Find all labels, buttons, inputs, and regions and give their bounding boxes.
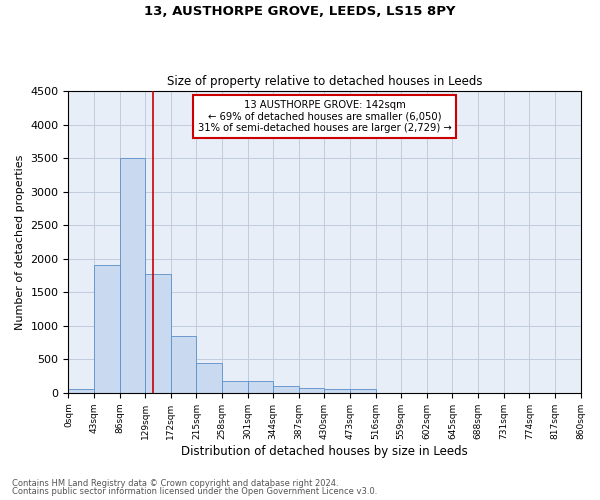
Title: Size of property relative to detached houses in Leeds: Size of property relative to detached ho… <box>167 76 482 88</box>
Text: Contains HM Land Registry data © Crown copyright and database right 2024.: Contains HM Land Registry data © Crown c… <box>12 478 338 488</box>
Y-axis label: Number of detached properties: Number of detached properties <box>15 154 25 330</box>
Text: 13 AUSTHORPE GROVE: 142sqm
← 69% of detached houses are smaller (6,050)
31% of s: 13 AUSTHORPE GROVE: 142sqm ← 69% of deta… <box>197 100 451 134</box>
X-axis label: Distribution of detached houses by size in Leeds: Distribution of detached houses by size … <box>181 444 468 458</box>
Bar <box>171 336 196 393</box>
Bar <box>222 381 248 393</box>
Text: Contains public sector information licensed under the Open Government Licence v3: Contains public sector information licen… <box>12 487 377 496</box>
Bar <box>68 390 94 393</box>
Bar <box>196 362 222 393</box>
Bar <box>350 389 376 393</box>
Bar <box>273 386 299 393</box>
Bar <box>248 382 273 393</box>
Bar <box>145 274 171 393</box>
Text: 13, AUSTHORPE GROVE, LEEDS, LS15 8PY: 13, AUSTHORPE GROVE, LEEDS, LS15 8PY <box>144 5 456 18</box>
Bar <box>94 266 119 393</box>
Bar <box>325 389 350 393</box>
Bar <box>119 158 145 393</box>
Bar <box>299 388 325 393</box>
